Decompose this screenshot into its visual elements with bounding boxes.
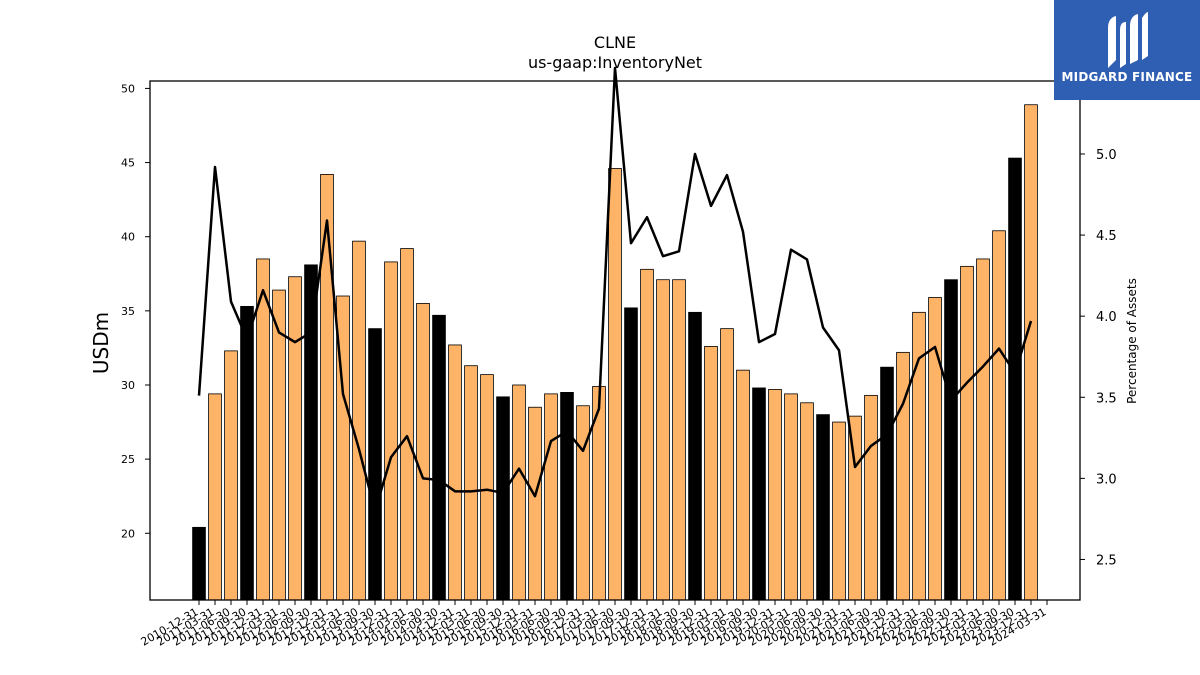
bar bbox=[304, 264, 318, 601]
chart-subtitle: us-gaap:InventoryNet bbox=[528, 53, 702, 72]
y-axis-label: USDm bbox=[89, 312, 113, 374]
bars-group bbox=[192, 104, 1038, 601]
bar bbox=[864, 394, 878, 601]
bar bbox=[944, 279, 958, 601]
bar bbox=[320, 174, 334, 601]
bar bbox=[416, 303, 430, 601]
bar bbox=[208, 393, 222, 601]
y2-tick-label: 4.0 bbox=[1096, 310, 1117, 325]
bar bbox=[992, 230, 1006, 601]
bar bbox=[448, 344, 462, 601]
line-group bbox=[197, 66, 1033, 513]
bar bbox=[640, 268, 654, 601]
bar bbox=[656, 279, 670, 601]
bar bbox=[704, 346, 718, 601]
bar bbox=[624, 307, 638, 601]
bar bbox=[256, 258, 270, 601]
y-axis-right: 2.5 3.0 3.5 4.0 4.5 5.0 bbox=[1080, 148, 1117, 568]
bar bbox=[240, 305, 254, 601]
y-tick-label: 30 bbox=[121, 379, 135, 392]
bar bbox=[736, 369, 750, 601]
bar bbox=[832, 421, 846, 601]
percentage-line bbox=[197, 66, 1033, 513]
y-tick-label: 45 bbox=[121, 157, 135, 170]
logo-text: MIDGARD FINANCE bbox=[1061, 70, 1193, 84]
chart-title: CLNE bbox=[594, 33, 636, 52]
bar bbox=[288, 276, 302, 601]
bar bbox=[608, 168, 622, 601]
bar bbox=[400, 248, 414, 601]
bar bbox=[688, 311, 702, 601]
y-tick-label: 20 bbox=[121, 527, 135, 540]
y-tick-label: 35 bbox=[121, 305, 135, 318]
y-tick-label: 40 bbox=[121, 231, 135, 244]
y2-axis-label: Percentage of Assets bbox=[1125, 278, 1139, 404]
bar bbox=[464, 365, 478, 601]
y2-tick-label: 4.5 bbox=[1096, 229, 1117, 244]
bar bbox=[384, 261, 398, 601]
y2-tick-label: 3.5 bbox=[1096, 391, 1117, 406]
y2-tick-label: 2.5 bbox=[1096, 553, 1117, 568]
bar bbox=[928, 297, 942, 601]
bar bbox=[192, 526, 206, 601]
logo: MIDGARD FINANCE bbox=[1054, 0, 1200, 100]
bar bbox=[720, 328, 734, 601]
y-tick-label: 25 bbox=[121, 453, 135, 466]
bar bbox=[784, 393, 798, 601]
bar bbox=[848, 415, 862, 601]
y-axis-left: 20 25 30 35 40 45 50 bbox=[121, 82, 150, 540]
logo-mark-icon bbox=[1108, 12, 1148, 68]
bar bbox=[800, 402, 814, 601]
bar bbox=[512, 384, 526, 601]
y-tick-label: 50 bbox=[121, 82, 135, 95]
bar bbox=[976, 258, 990, 601]
bar bbox=[576, 405, 590, 601]
bar bbox=[960, 265, 974, 601]
bar bbox=[672, 279, 686, 601]
bar bbox=[480, 374, 494, 601]
bar bbox=[1008, 157, 1022, 601]
bar bbox=[816, 414, 830, 601]
bar bbox=[880, 366, 894, 601]
bar bbox=[432, 314, 446, 601]
bar bbox=[352, 240, 366, 601]
bar bbox=[560, 391, 574, 601]
bar bbox=[528, 406, 542, 601]
bar bbox=[752, 387, 766, 601]
bar bbox=[368, 328, 382, 601]
bar bbox=[1024, 104, 1038, 601]
bar bbox=[224, 350, 238, 601]
y2-tick-label: 3.0 bbox=[1096, 472, 1117, 487]
bar bbox=[496, 396, 510, 601]
y2-tick-label: 5.0 bbox=[1096, 148, 1117, 163]
bar bbox=[544, 393, 558, 601]
x-axis: 2010-12-312011-03-312011-06-302011-09-30… bbox=[139, 600, 1049, 649]
bar bbox=[768, 389, 782, 601]
